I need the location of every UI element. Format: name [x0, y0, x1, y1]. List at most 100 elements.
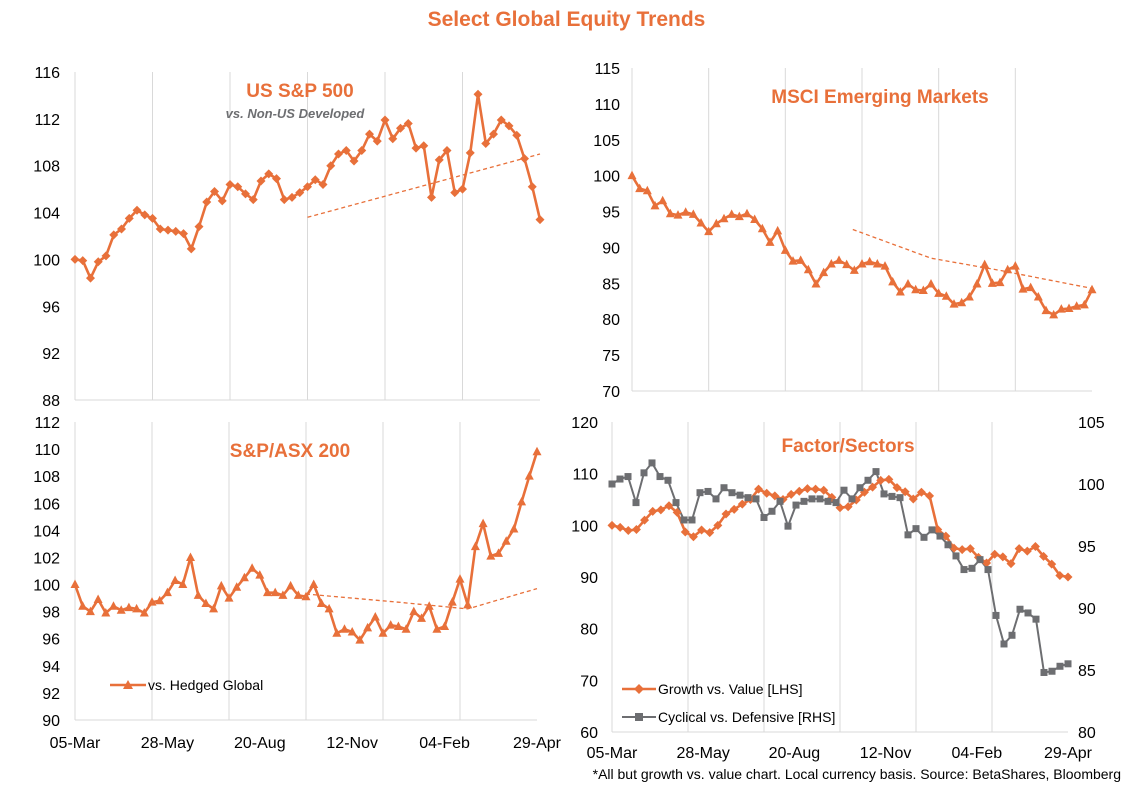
- y-tick-label: 90: [580, 570, 598, 587]
- data-point-factors: [786, 489, 796, 499]
- data-point-factors: [688, 532, 698, 542]
- data-point-factors: [896, 494, 904, 502]
- y-tick-label: 70: [602, 384, 620, 401]
- data-point-factors: [632, 499, 640, 507]
- data-point-asx200: [170, 575, 180, 584]
- data-point-factors: [696, 489, 704, 497]
- data-point-msci-em: [765, 237, 775, 246]
- data-point-asx200: [517, 496, 527, 506]
- data-point-factors: [868, 482, 878, 492]
- data-point-factors: [656, 505, 666, 515]
- data-point-factors: [615, 522, 625, 532]
- data-point-sp500: [264, 169, 274, 179]
- data-point-msci-em: [957, 297, 967, 307]
- data-point-msci-em: [803, 264, 813, 274]
- data-point-sp500: [403, 119, 413, 129]
- data-point-msci-em: [880, 261, 890, 270]
- data-point-factors: [752, 495, 760, 503]
- chart-asx200: 90 92 94 96 98 100 102 104 106 108 110 112 05-Mar 28-…: [33, 415, 561, 752]
- data-point-factors: [607, 520, 617, 530]
- data-point-factors: [672, 507, 682, 517]
- data-point-sp500: [396, 123, 405, 133]
- x-tick-label: 28-May: [141, 735, 194, 752]
- data-point-factors: [1014, 544, 1024, 554]
- page-title: Select Global Equity Trends: [427, 8, 706, 31]
- data-point-factors: [736, 491, 744, 499]
- data-point-factors: [949, 543, 959, 553]
- data-point-msci-em: [734, 211, 744, 221]
- data-point-sp500: [248, 195, 258, 205]
- x-tick-label: 04-Feb: [951, 745, 1002, 762]
- data-point-factors: [1024, 609, 1032, 617]
- data-point-sp500: [140, 210, 150, 220]
- data-point-msci-em: [696, 218, 706, 227]
- y-tick-label: 112: [34, 112, 60, 129]
- data-point-sp500: [372, 136, 382, 146]
- y-tick-label: 108: [33, 469, 60, 486]
- data-point-msci-em: [704, 226, 714, 236]
- data-point-sp500: [295, 188, 305, 198]
- data-point-msci-em: [819, 267, 829, 277]
- data-point-sp500: [155, 224, 165, 234]
- data-point-sp500: [357, 145, 367, 155]
- data-point-msci-em: [995, 277, 1005, 287]
- data-point-sp500: [450, 188, 460, 198]
- data-point-sp500: [78, 256, 88, 266]
- data-point-factors: [892, 483, 902, 493]
- data-point-factors: [982, 558, 992, 568]
- y-tick-label: 88: [42, 393, 60, 410]
- data-point-asx200: [224, 593, 234, 602]
- x-tick-label: 04-Feb: [419, 735, 470, 752]
- data-point-asx200: [78, 601, 88, 610]
- data-point-asx200: [432, 624, 442, 633]
- data-point-factors: [680, 527, 690, 537]
- y-tick-label: 102: [33, 550, 60, 567]
- data-point-msci-em: [903, 279, 913, 288]
- data-point-asx200: [355, 635, 365, 644]
- data-point-factors: [800, 497, 808, 505]
- data-point-sp500: [225, 179, 235, 189]
- data-point-msci-em: [627, 170, 637, 180]
- data-point-asx200: [370, 612, 380, 621]
- data-point-sp500: [419, 141, 429, 151]
- data-point-msci-em: [788, 256, 798, 265]
- data-point-factors: [960, 566, 968, 574]
- data-point-factors: [1055, 570, 1065, 580]
- data-point-msci-em: [727, 209, 737, 218]
- data-point-factors: [856, 484, 864, 492]
- data-point-factors: [640, 469, 648, 477]
- data-point-msci-em: [811, 279, 821, 288]
- y-tick-label: 80: [580, 622, 598, 639]
- data-point-factors: [1008, 631, 1016, 639]
- data-point-msci-em: [865, 256, 875, 266]
- data-point-sp500: [132, 205, 142, 215]
- chart-sp500: 88 92 96 100 104 108 112 116 US S&P 500 vs. Non…: [33, 65, 545, 410]
- data-point-factors: [794, 486, 804, 496]
- chart-msci-em: 70 75 80 85 90 95 100 105 110 115 MSCI Emerging M…: [593, 61, 1097, 401]
- y-tick-label: 104: [33, 523, 60, 540]
- data-point-asx200: [324, 603, 334, 613]
- y2-tick-label: 90: [1078, 601, 1096, 618]
- data-point-msci-em: [658, 195, 668, 205]
- data-point-asx200: [270, 587, 280, 597]
- data-point-asx200: [155, 595, 165, 605]
- data-point-msci-em: [872, 258, 882, 268]
- data-point-sp500: [442, 145, 452, 155]
- data-point-sp500: [434, 155, 444, 165]
- data-point-sp500: [388, 134, 398, 144]
- data-point-factors: [884, 474, 894, 484]
- y-tick-label: 110: [572, 467, 598, 484]
- data-point-factors: [848, 495, 856, 503]
- legend-label-hedged-global: vs. Hedged Global: [148, 677, 263, 693]
- data-point-sp500: [334, 149, 343, 159]
- data-point-asx200: [501, 536, 511, 545]
- y-tick-label: 105: [593, 133, 620, 150]
- data-point-msci-em: [842, 259, 852, 269]
- y2-tick-label: 85: [1078, 663, 1096, 680]
- data-point-asx200: [178, 579, 188, 589]
- data-point-sp500: [287, 192, 297, 202]
- data-point-asx200: [263, 587, 272, 597]
- data-point-asx200: [401, 624, 411, 633]
- data-point-asx200: [70, 579, 80, 589]
- chart-title-asx200: S&P/ASX 200: [230, 441, 350, 462]
